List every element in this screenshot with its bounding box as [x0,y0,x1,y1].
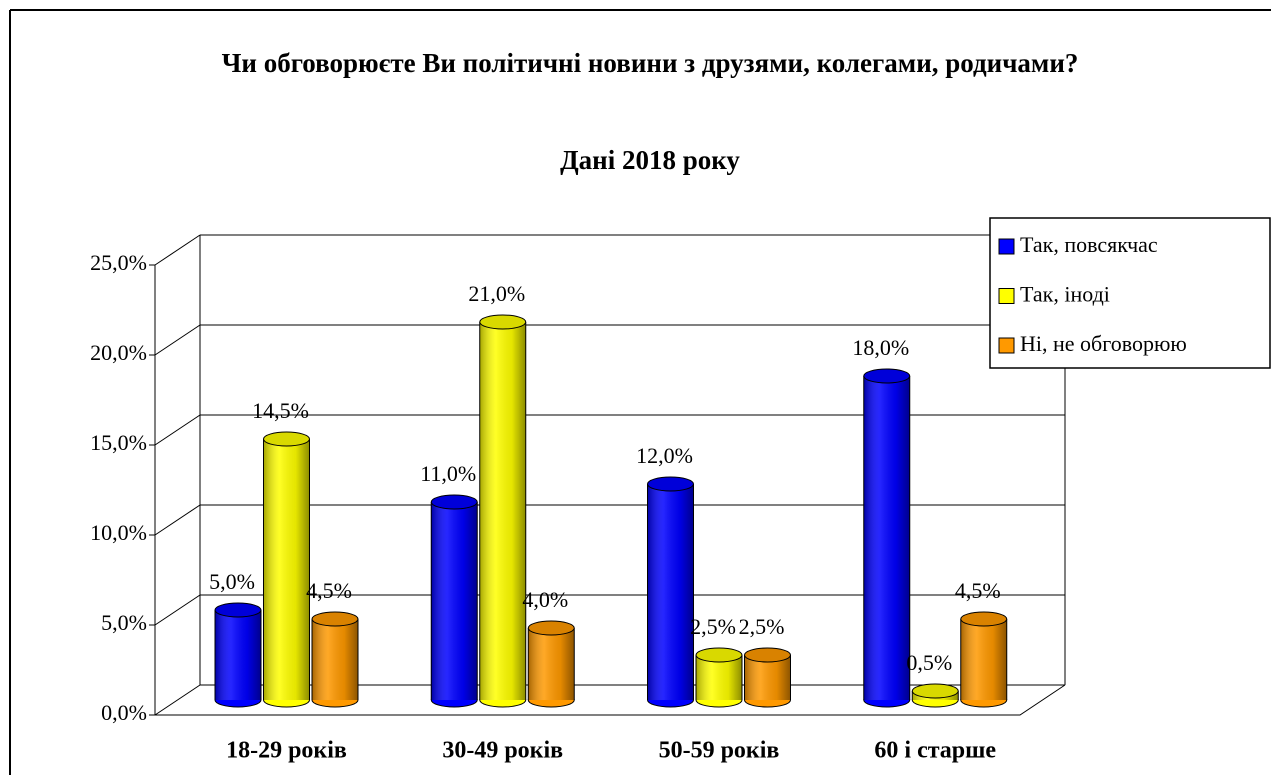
cylinder-top-shade [215,603,261,617]
cylinder-top [744,647,791,663]
cylinder-shade [263,439,310,700]
cylinder-shade [647,484,694,700]
cylinder [911,683,959,708]
cylinder-top-shade [744,648,791,662]
legend-label: Ні, не обговорюю [1020,331,1187,356]
cylinder-top [911,683,959,699]
grid-line-side [154,594,201,626]
cylinder [479,314,527,708]
y-tick-label: 20,0% [90,340,147,365]
x-tick-label: 60 і старше [874,738,996,764]
legend-box [989,217,1271,369]
grid-line-side [154,324,201,356]
cylinder [744,647,791,708]
cylinder-shade [863,376,910,700]
legend-swatch [998,238,1015,255]
value-label: 0,5% [906,650,952,675]
cylinder-top-shade [528,621,575,635]
cylinder [960,611,1008,708]
x-tick-label: 30-49 років [442,738,563,764]
value-label: 2,5% [690,614,736,639]
value-label: 11,0% [420,461,476,486]
value-label: 4,5% [955,578,1001,603]
cylinder-shade [215,610,261,700]
cylinder-top [863,368,911,384]
y-tick-label: 25,0% [90,250,147,275]
cylinder-top [214,602,262,618]
cylinder [527,620,575,708]
cylinder-top-shade [863,369,910,383]
legend-label: Так, іноді [1020,282,1110,307]
cylinder-shade [960,619,1007,700]
cylinder-shade [528,628,575,700]
grid-line-side [154,684,201,716]
value-label: 14,5% [252,398,309,423]
value-label: 12,0% [636,443,693,468]
cylinder-top [527,620,575,636]
grid-line-side [154,234,201,266]
cylinder-top-shade [263,432,310,446]
value-label: 18,0% [852,335,909,360]
legend-swatch [998,337,1015,354]
cylinder-top [960,611,1008,627]
cylinder-shade [312,619,358,700]
cylinder-top [263,431,310,447]
cylinder-top [647,476,694,492]
y-tick-label: 10,0% [90,520,147,545]
cylinder-top [479,314,527,330]
legend-swatch [998,288,1015,304]
cylinder-top-shade [431,495,478,509]
cylinder-top-shade [960,612,1007,626]
value-label: 2,5% [739,614,785,639]
cylinder-top [430,494,478,510]
cylinder [214,602,262,708]
cylinder [263,431,310,708]
y-tick-label: 5,0% [101,610,147,635]
chart-subtitle: Дані 2018 року [560,145,740,175]
cylinder [863,368,911,708]
cylinder [430,494,478,708]
x-tick-label: 18-29 років [226,738,347,764]
value-label: 4,5% [306,578,352,603]
value-label: 5,0% [209,569,255,594]
cylinder [695,647,743,708]
cylinder-top [695,647,743,663]
cylinder-shade [431,502,478,700]
floor [155,684,1066,716]
cylinder-top [311,611,359,627]
value-label: 4,0% [522,587,568,612]
chart-title: Чи обговорюєте Ви політичні новини з дру… [221,48,1079,78]
cylinder [311,611,359,708]
cylinder-top-shade [312,612,358,626]
cylinder-top-shade [696,648,742,662]
y-tick-label: 15,0% [90,430,147,455]
y-tick-label: 0,0% [101,700,147,725]
legend-label: Так, повсякчас [1020,232,1158,257]
cylinder-top-shade [647,477,694,491]
x-tick-label: 50-59 років [659,738,780,764]
cylinder-top-shade [479,315,526,329]
grid-line-side [154,414,201,446]
grid-line-side [154,504,201,536]
cylinder [647,476,694,708]
value-label: 21,0% [468,281,525,306]
cylinder-shade [479,322,526,700]
cylinder-top-shade [912,684,959,698]
